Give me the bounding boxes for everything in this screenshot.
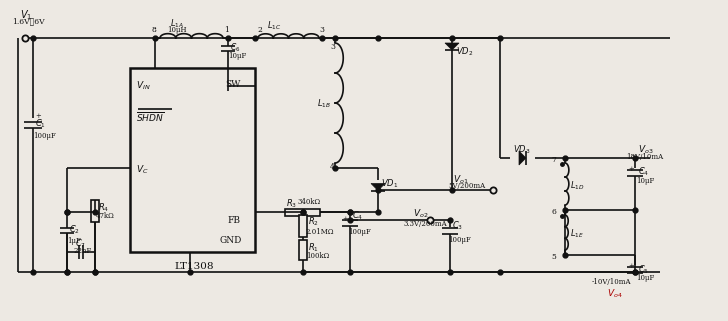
Text: 8: 8 <box>151 26 156 34</box>
Polygon shape <box>445 43 459 50</box>
Text: 100μF: 100μF <box>33 132 56 140</box>
Text: $V_C$: $V_C$ <box>136 163 149 176</box>
Text: 3.3V/200mA: 3.3V/200mA <box>403 220 446 228</box>
Text: $L_{1A}$: $L_{1A}$ <box>170 18 184 30</box>
Text: $VD_2$: $VD_2$ <box>456 46 473 58</box>
Text: 1.6V～6V: 1.6V～6V <box>12 17 44 25</box>
Text: 7: 7 <box>551 156 556 164</box>
Text: 47kΩ: 47kΩ <box>96 212 115 220</box>
Text: 10μF: 10μF <box>636 274 654 282</box>
Text: $VD_1$: $VD_1$ <box>381 177 398 189</box>
Text: $L_{1E}$: $L_{1E}$ <box>570 228 584 240</box>
Text: $C_3$: $C_3$ <box>452 220 463 232</box>
Text: $C_6$: $C_6$ <box>230 41 240 54</box>
Text: 18V/10mA: 18V/10mA <box>626 153 663 161</box>
Text: +: + <box>342 215 348 223</box>
Text: $C_5$: $C_5$ <box>638 263 649 275</box>
Text: FB: FB <box>227 216 240 225</box>
Text: 5: 5 <box>551 253 556 261</box>
Text: $L_{1B}$: $L_{1B}$ <box>317 98 331 110</box>
Bar <box>91 200 99 222</box>
Text: $C_4$: $C_4$ <box>638 166 649 178</box>
Text: $C_1$: $C_1$ <box>35 118 46 131</box>
Bar <box>130 68 255 252</box>
Text: $V_{o2}$: $V_{o2}$ <box>413 208 428 221</box>
Text: +: + <box>447 216 453 224</box>
Text: $C_2$: $C_2$ <box>69 224 80 237</box>
Text: SW: SW <box>225 80 240 89</box>
Bar <box>299 215 307 237</box>
Text: $R_2$: $R_2$ <box>308 216 319 229</box>
Text: $V_{o1}$: $V_{o1}$ <box>453 173 469 186</box>
Text: $R_1$: $R_1$ <box>308 242 319 255</box>
Text: 340kΩ: 340kΩ <box>297 198 320 206</box>
Text: 3: 3 <box>330 43 335 51</box>
Text: 10μH: 10μH <box>167 26 186 34</box>
Text: 5V/200mA: 5V/200mA <box>448 182 485 190</box>
Text: 4: 4 <box>330 163 335 171</box>
Text: $\overline{SHDN}$: $\overline{SHDN}$ <box>136 110 164 124</box>
Text: +: + <box>35 112 41 120</box>
Text: $R_3$: $R_3$ <box>286 198 297 211</box>
Text: $VD_3$: $VD_3$ <box>513 144 531 157</box>
Text: 6: 6 <box>551 208 556 216</box>
Text: 1: 1 <box>224 26 229 34</box>
Text: $C_4$: $C_4$ <box>352 210 363 222</box>
Text: +: + <box>628 262 634 270</box>
Text: 100μF: 100μF <box>348 228 371 236</box>
Text: -10V/10mA: -10V/10mA <box>592 278 631 286</box>
Text: $L_{1C}$: $L_{1C}$ <box>267 20 282 32</box>
Text: 2: 2 <box>257 26 262 34</box>
Text: $V_{o3}$: $V_{o3}$ <box>638 143 654 155</box>
Text: LT1308: LT1308 <box>175 262 214 271</box>
Text: 2.01MΩ: 2.01MΩ <box>306 228 334 236</box>
Bar <box>285 209 320 215</box>
Text: +: + <box>628 165 634 173</box>
Text: $L_{1D}$: $L_{1D}$ <box>570 179 585 192</box>
Text: 10μF: 10μF <box>228 52 246 60</box>
Text: 100kΩ: 100kΩ <box>306 252 329 260</box>
Text: $V_1$: $V_1$ <box>20 8 32 22</box>
Polygon shape <box>371 184 385 190</box>
Text: 100μF: 100μF <box>448 236 471 244</box>
Text: $R_4$: $R_4$ <box>98 201 109 213</box>
Text: $C_7$: $C_7$ <box>75 237 86 249</box>
Text: 22nF: 22nF <box>73 247 91 255</box>
Text: $V_{o4}$: $V_{o4}$ <box>607 288 622 300</box>
Text: GND: GND <box>219 236 242 245</box>
Text: $V_{IN}$: $V_{IN}$ <box>136 80 151 92</box>
Text: 1μF: 1μF <box>67 237 81 245</box>
Text: 3: 3 <box>319 26 324 34</box>
Bar <box>299 240 307 260</box>
Polygon shape <box>519 151 526 165</box>
Text: 10μF: 10μF <box>636 177 654 185</box>
